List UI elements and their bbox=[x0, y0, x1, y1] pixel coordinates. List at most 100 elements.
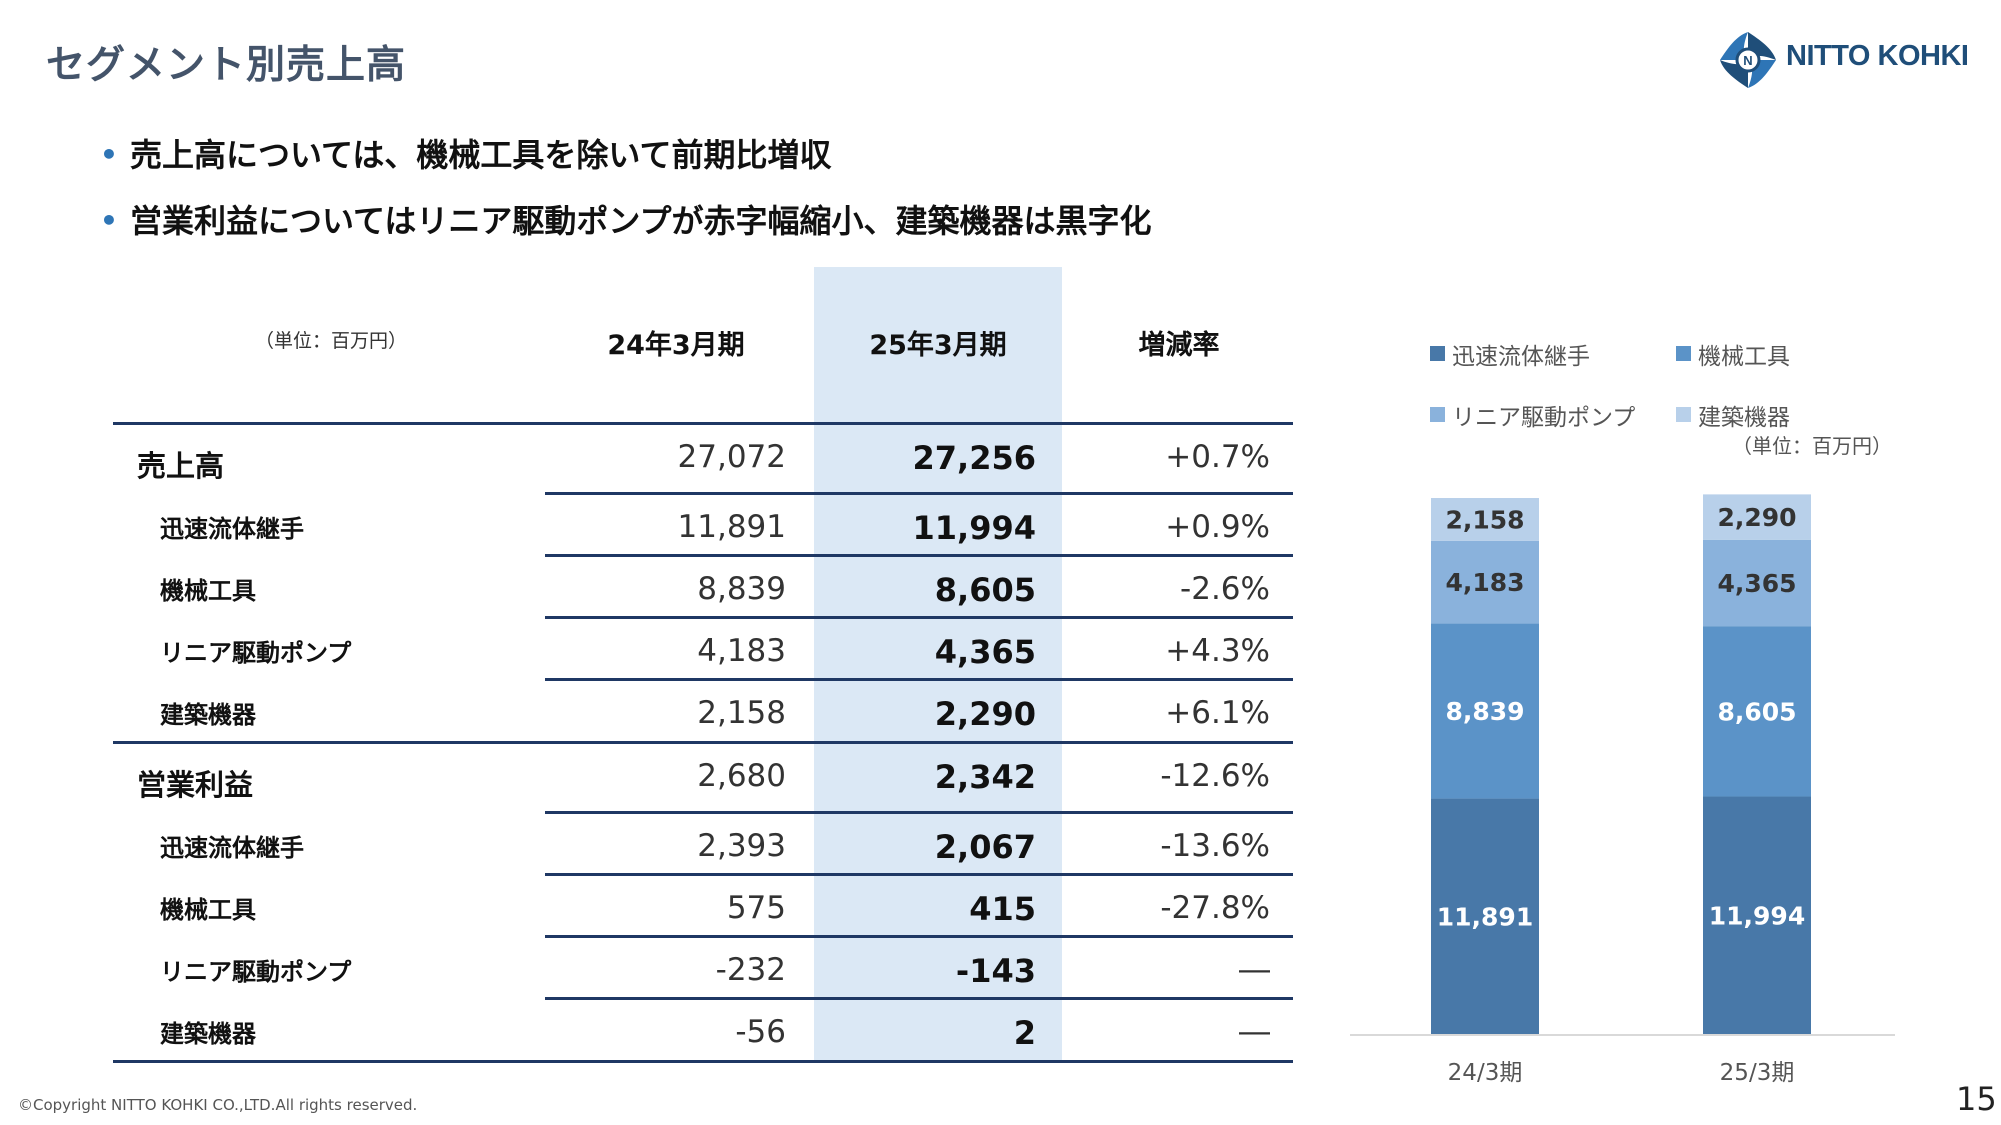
copyright-footer: ©Copyright NITTO KOHKI CO.,LTD.All right… bbox=[18, 1096, 418, 1114]
legend-label: 機械工具 bbox=[1698, 344, 1790, 370]
value-change-rate: -27.8% bbox=[1160, 890, 1270, 926]
table-row: リニア駆動ポンプ 4,183 4,365 +4.3% bbox=[0, 619, 1300, 681]
value-prev-year: 575 bbox=[726, 890, 786, 926]
table-divider bbox=[113, 422, 1293, 425]
row-label: 機械工具 bbox=[160, 577, 256, 605]
table-row: 迅速流体継手 11,891 11,994 +0.9% bbox=[0, 495, 1300, 557]
bullet-dot-icon: • bbox=[100, 138, 118, 171]
table-divider bbox=[545, 678, 1293, 681]
row-label: 機械工具 bbox=[160, 896, 256, 924]
value-prev-year: 2,158 bbox=[697, 695, 786, 731]
table-row: 機械工具 575 415 -27.8% bbox=[0, 876, 1300, 938]
row-label: リニア駆動ポンプ bbox=[160, 639, 352, 667]
bar-segment bbox=[1431, 540, 1539, 624]
bar-segment bbox=[1431, 798, 1539, 1034]
value-prev-year: 2,393 bbox=[697, 828, 786, 864]
value-change-rate: ― bbox=[1239, 1014, 1270, 1050]
value-change-rate: +0.9% bbox=[1165, 509, 1270, 545]
bar-data-label: 2,158 bbox=[1445, 505, 1524, 534]
value-change-rate: -12.6% bbox=[1160, 758, 1270, 794]
x-tick-label: 24/3期 bbox=[1448, 1060, 1523, 1086]
table-divider bbox=[545, 997, 1293, 1000]
value-prev-year: 27,072 bbox=[677, 439, 786, 475]
x-tick-label: 25/3期 bbox=[1720, 1060, 1795, 1086]
value-prev-year: 8,839 bbox=[697, 571, 786, 607]
bar-data-label: 8,839 bbox=[1445, 697, 1524, 726]
bar-data-label: 8,605 bbox=[1717, 697, 1796, 726]
row-label: リニア駆動ポンプ bbox=[160, 958, 352, 986]
row-label: 売上高 bbox=[137, 449, 225, 483]
value-change-rate: -2.6% bbox=[1180, 571, 1270, 607]
table-unit-label: （単位：百万円） bbox=[255, 330, 408, 352]
row-label: 迅速流体継手 bbox=[160, 834, 304, 862]
company-logo: N NITTO KOHKI bbox=[1716, 28, 1986, 92]
bullet-item: • 営業利益についてはリニア駆動ポンプが赤字幅縮小、建築機器は黒字化 bbox=[100, 194, 1151, 260]
row-label: 営業利益 bbox=[137, 768, 254, 802]
bar-segment bbox=[1703, 626, 1811, 797]
value-curr-year: 8,605 bbox=[934, 571, 1036, 609]
legend-swatch bbox=[1430, 407, 1445, 422]
value-curr-year: 4,365 bbox=[934, 633, 1036, 671]
table-row: 売上高 27,072 27,256 +0.7% bbox=[0, 425, 1300, 497]
svg-text:N: N bbox=[1743, 53, 1752, 68]
legend-swatch bbox=[1676, 407, 1691, 422]
table-divider bbox=[545, 811, 1293, 814]
row-label: 迅速流体継手 bbox=[160, 515, 304, 543]
table-row: 迅速流体継手 2,393 2,067 -13.6% bbox=[0, 814, 1300, 876]
table-row: リニア駆動ポンプ -232 -143 ― bbox=[0, 938, 1300, 1000]
value-prev-year: 11,891 bbox=[677, 509, 786, 545]
table-divider bbox=[545, 616, 1293, 619]
value-curr-year: 11,994 bbox=[912, 509, 1036, 547]
legend-swatch bbox=[1676, 346, 1691, 361]
legend-label: 迅速流体継手 bbox=[1452, 344, 1590, 370]
bar-segment bbox=[1703, 494, 1811, 540]
summary-bullets: • 売上高については、機械工具を除いて前期比増収 • 営業利益についてはリニア駆… bbox=[100, 128, 1151, 260]
bar-data-label: 11,994 bbox=[1709, 901, 1805, 930]
header-change-rate: 増減率 bbox=[1138, 330, 1220, 361]
bullet-item: • 売上高については、機械工具を除いて前期比増収 bbox=[100, 128, 1151, 194]
bar-data-label: 4,183 bbox=[1445, 568, 1524, 597]
value-prev-year: -56 bbox=[735, 1014, 786, 1050]
bar-data-label: 4,365 bbox=[1717, 569, 1796, 598]
value-prev-year: 4,183 bbox=[697, 633, 786, 669]
value-curr-year: -143 bbox=[955, 952, 1036, 990]
bar-segment bbox=[1431, 498, 1539, 541]
table-divider bbox=[113, 1060, 1293, 1063]
table-row: 機械工具 8,839 8,605 -2.6% bbox=[0, 557, 1300, 619]
table-divider bbox=[113, 741, 1293, 744]
table-row: 建築機器 -56 2 ― bbox=[0, 1000, 1300, 1062]
value-curr-year: 2 bbox=[1013, 1014, 1036, 1052]
value-change-rate: +4.3% bbox=[1165, 633, 1270, 669]
chart-unit-label: （単位：百万円） bbox=[1732, 434, 1892, 458]
page-title: セグメント別売上高 bbox=[46, 43, 407, 88]
value-change-rate: -13.6% bbox=[1160, 828, 1270, 864]
row-label: 建築機器 bbox=[160, 701, 256, 729]
header-prev-year: 24年3月期 bbox=[607, 330, 745, 361]
nitto-kohki-logo-icon: N bbox=[1720, 32, 1776, 88]
table-row: 営業利益 2,680 2,342 -12.6% bbox=[0, 744, 1300, 816]
value-change-rate: ― bbox=[1239, 952, 1270, 988]
bar-segment bbox=[1703, 796, 1811, 1034]
value-prev-year: -232 bbox=[715, 952, 786, 988]
value-curr-year: 2,290 bbox=[934, 695, 1036, 733]
legend-swatch bbox=[1430, 346, 1445, 361]
value-curr-year: 2,067 bbox=[934, 828, 1036, 866]
legend-label: 建築機器 bbox=[1698, 405, 1790, 431]
legend-label: リニア駆動ポンプ bbox=[1452, 405, 1636, 431]
row-label: 建築機器 bbox=[160, 1020, 256, 1048]
table-divider bbox=[545, 492, 1293, 495]
value-curr-year: 415 bbox=[969, 890, 1036, 928]
highlight-column bbox=[814, 267, 1062, 1063]
bar-segment bbox=[1431, 623, 1539, 799]
value-change-rate: +6.1% bbox=[1165, 695, 1270, 731]
table-divider bbox=[545, 935, 1293, 938]
value-change-rate: +0.7% bbox=[1165, 439, 1270, 475]
bar-data-label: 2,290 bbox=[1717, 503, 1796, 532]
page-number: 15 bbox=[1956, 1080, 1997, 1118]
bar-segment bbox=[1703, 539, 1811, 627]
table-divider bbox=[545, 554, 1293, 557]
bullet-dot-icon: • bbox=[100, 204, 118, 237]
value-prev-year: 2,680 bbox=[697, 758, 786, 794]
header-curr-year: 25年3月期 bbox=[869, 330, 1007, 361]
value-curr-year: 27,256 bbox=[912, 439, 1036, 477]
